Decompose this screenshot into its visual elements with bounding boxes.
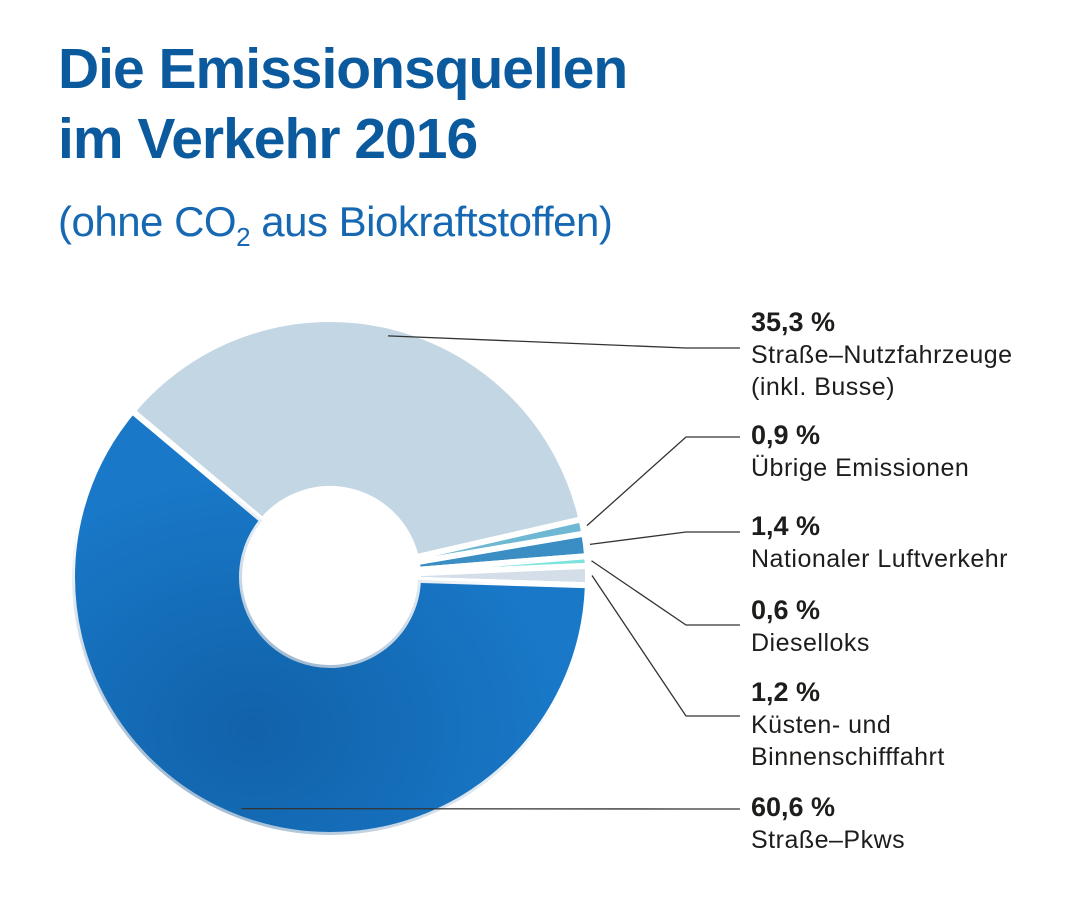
label-name: Straße–Nutzfahrzeuge [751,341,1013,369]
title-line-1: Die Emissionsquellen [58,37,628,101]
label-strasse-nutzfahrzeuge-inkl-busse: 35,3 % Straße–Nutzfahrzeuge (inkl. Busse) [751,305,1013,403]
subtitle-after: aus Biokraftstoffen) [250,198,613,245]
chart-title: Die Emissionsquellen im Verkehr 2016 [58,34,628,174]
label-name: Küsten- und [751,711,892,739]
chart-subtitle: (ohne CO2 aus Biokraftstoffen) [58,197,613,250]
label-strasse-pkws: 60,6 % Straße–Pkws [751,790,905,856]
subtitle-before: (ohne CO [58,198,237,245]
leader-ubrige-emissionen [586,436,740,527]
label-name: Übrige Emissionen [751,454,970,482]
leader-strasse-nutzfahrzeuge-inkl-busse [388,335,740,349]
donut-slices [69,316,591,838]
label-ubrige-emissionen: 0,9 % Übrige Emissionen [751,418,969,484]
label-value: 0,6 % [751,595,821,625]
label-value: 60,6 % [751,792,836,822]
label-name: Nationaler Luftverkehr [751,545,1008,573]
label-nationaler-luftverkehr: 1,4 % Nationaler Luftverkehr [751,509,1008,575]
subtitle-subscript: 2 [236,222,251,252]
label-value: 1,2 % [751,677,821,707]
leader-nationaler-luftverkehr [589,531,740,545]
label-name: Straße–Pkws [751,826,906,854]
slice-strasse-nutzfahrzeuge-inkl-busse [129,316,585,561]
label-name: Binnenschifffahrt [751,743,945,771]
label-kusten-und-binnenschifffahrt: 1,2 % Küsten- und Binnenschifffahrt [751,675,945,773]
label-name: Dieselloks [751,629,870,657]
leader-dieselloks [591,560,740,626]
leader-lines [241,335,740,810]
label-dieselloks: 0,6 % Dieselloks [751,593,870,659]
label-name: (inkl. Busse) [751,373,896,401]
label-value: 0,9 % [751,420,821,450]
label-value: 1,4 % [751,511,821,541]
leader-kusten-und-binnenschifffahrt [591,575,740,717]
title-line-2: im Verkehr 2016 [58,107,478,171]
slice-shading [71,411,588,836]
label-value: 35,3 % [751,307,836,337]
